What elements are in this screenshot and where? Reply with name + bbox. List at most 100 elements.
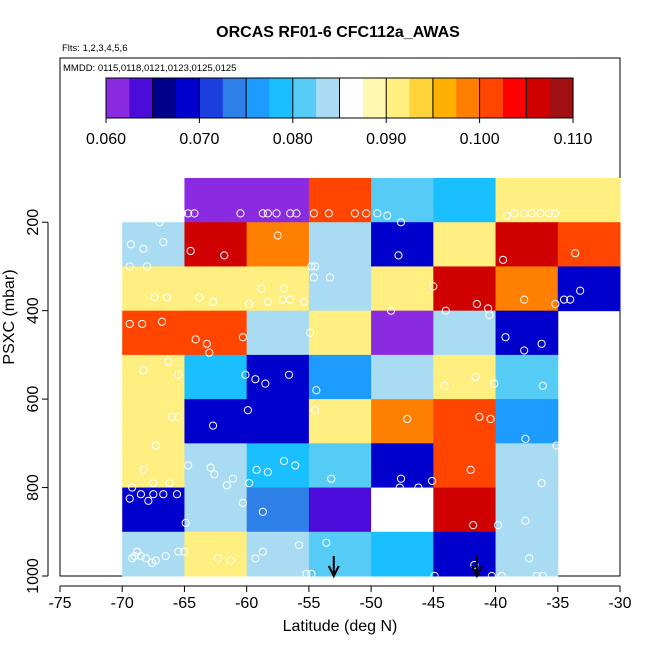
heatmap-cell	[371, 222, 434, 267]
heatmap-cell	[433, 310, 497, 356]
sample-point	[309, 209, 318, 218]
sample-point	[161, 552, 170, 561]
heatmap-cell	[495, 222, 559, 267]
sample-point	[325, 273, 335, 282]
sample-point	[551, 209, 560, 218]
colorbar-swatch	[502, 78, 527, 118]
sample-point	[273, 231, 282, 240]
heatmap-cell	[371, 354, 434, 400]
sample-point	[238, 333, 248, 342]
sample-point	[177, 209, 187, 218]
subtitle-dates: MMDD: 0115,0118,0121,0123,0125,0125	[63, 63, 236, 74]
sample-point	[164, 357, 173, 366]
sample-point	[226, 556, 235, 565]
sample-point	[257, 284, 266, 293]
sample-point	[362, 209, 371, 218]
colorbar-swatch	[339, 78, 364, 118]
sample-point	[486, 414, 495, 424]
sample-point	[208, 421, 218, 430]
colorbar: 0.060 0.070 0.080 0.090 0.100 0.110	[86, 77, 593, 148]
sample-point	[206, 463, 215, 472]
x-tick-label: -65	[173, 595, 196, 612]
sample-point	[311, 406, 320, 415]
sample-point	[520, 295, 529, 304]
colorbar-tick-label: 0.070	[179, 131, 219, 148]
sample-point	[258, 547, 267, 556]
x-tick-label: -30	[608, 595, 631, 612]
sample-point	[136, 552, 145, 561]
sample-point	[403, 414, 412, 424]
x-tick-label: -45	[422, 595, 445, 612]
sample-point	[284, 370, 294, 379]
sample-point	[125, 494, 134, 503]
colorbar-swatch	[222, 78, 247, 118]
heatmap-cell	[495, 443, 559, 489]
sample-point	[238, 498, 248, 508]
x-axis: -75 -70 -65 -60 -55 -50 -45 -40 -35 -30	[48, 585, 632, 612]
sample-point	[279, 284, 289, 293]
heatmap-cell	[371, 443, 434, 489]
sample-point	[149, 490, 158, 499]
sample-point	[490, 379, 499, 388]
sample-point	[469, 521, 478, 530]
sample-point	[138, 319, 147, 329]
colorbar-swatch	[362, 78, 387, 118]
colorbar-swatch	[152, 78, 177, 118]
sample-point	[172, 490, 182, 499]
sample-point	[162, 293, 172, 302]
heatmap-cell	[246, 443, 310, 489]
colorbar-tick-label: 0.100	[460, 131, 500, 148]
x-tick-label: -75	[48, 595, 71, 612]
sample-point	[307, 569, 316, 578]
sample-point	[213, 554, 223, 563]
sample-point	[130, 552, 139, 561]
sample-point	[537, 479, 546, 488]
colorbar-swatch	[199, 78, 224, 118]
heatmap-cell	[433, 266, 497, 312]
sample-point	[350, 209, 360, 218]
sample-point	[228, 474, 238, 483]
heatmap-cell	[371, 266, 434, 312]
heatmap-cell	[184, 487, 248, 533]
sample-point	[521, 434, 530, 444]
sample-point	[311, 262, 320, 271]
sample-point	[128, 213, 137, 222]
colorbar-swatch	[246, 78, 271, 118]
sample-point	[532, 571, 541, 581]
sample-point	[180, 547, 189, 556]
sample-point	[487, 571, 496, 581]
heatmap-cell	[308, 399, 372, 444]
sample-point	[559, 295, 569, 304]
sample-point	[466, 465, 475, 474]
colorbar-swatch	[526, 78, 551, 118]
sample-point	[258, 507, 267, 516]
arrow-head	[327, 565, 340, 579]
sample-point	[430, 571, 439, 581]
heatmap-cell	[246, 178, 310, 223]
sample-point	[263, 297, 272, 306]
sample-point	[493, 521, 503, 530]
heatmap-cell	[122, 354, 185, 400]
heatmap-cell	[308, 178, 372, 223]
heatmap-cell	[371, 399, 434, 444]
heatmap-cell	[184, 178, 248, 223]
heatmap-cell	[184, 310, 248, 356]
heatmap-cell	[122, 487, 185, 533]
colorbar-swatch	[456, 78, 481, 118]
sample-point	[159, 238, 168, 247]
colorbar-swatch	[386, 78, 411, 118]
colorbar-swatch	[432, 78, 457, 118]
sample-point	[125, 319, 134, 329]
colorbar-swatch	[479, 78, 504, 118]
heatmap-cell	[122, 222, 185, 267]
sample-point	[472, 299, 481, 309]
heatmap-cell	[433, 354, 497, 400]
sample-point	[139, 366, 148, 375]
heatmap-cell	[122, 310, 185, 356]
colorbar-tick-label: 0.080	[273, 131, 313, 148]
sample-point	[537, 339, 546, 348]
heatmap-cell	[308, 443, 372, 489]
heatmap-cell	[433, 222, 497, 267]
x-tick-label: -55	[297, 595, 320, 612]
